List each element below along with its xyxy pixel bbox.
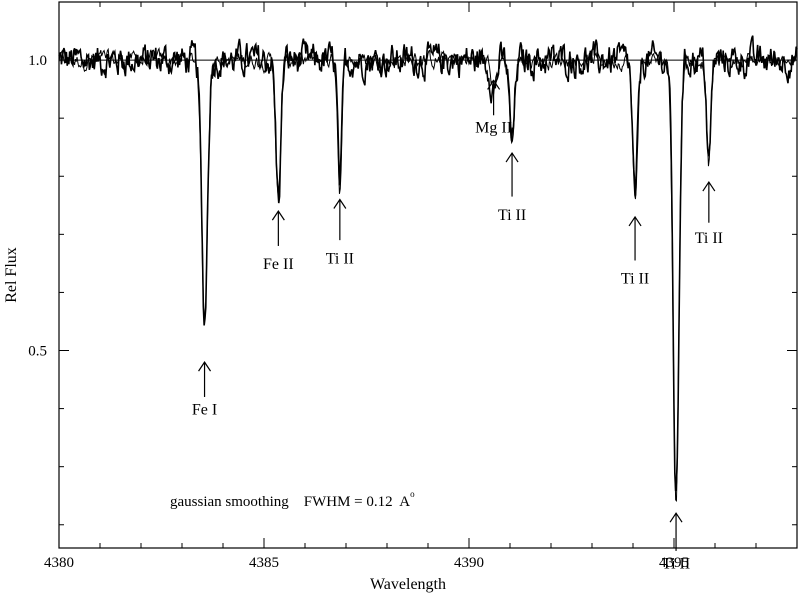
plot-frame [58, 1, 798, 549]
axis-ticks [58, 1, 798, 548]
annotation-arrowhead [702, 180, 716, 192]
x-tick-label: 4390 [454, 555, 484, 571]
line-annotation: Mg II [475, 79, 512, 137]
y-axis-title: Rel Flux [3, 247, 20, 303]
annotation-arrowhead [628, 215, 642, 227]
annotation-label: Ti II [695, 230, 723, 247]
x-tick-label: 4395 [659, 555, 689, 571]
annotation-arrowhead [487, 79, 501, 90]
y-tick-label: 0.5 [28, 344, 47, 360]
line-annotation: Ti II [695, 180, 723, 247]
annotation-arrowhead [669, 512, 683, 523]
y-tick-label: 1.0 [28, 53, 47, 69]
line-annotations: Fe I Fe II Ti II Mg II Ti II Ti II Ti II Ti II [192, 79, 723, 572]
annotation-label: Fe I [192, 401, 217, 418]
annotation-arrowhead [198, 361, 212, 372]
x-tick-label: 4385 [249, 555, 279, 571]
annotation-label: Mg II [475, 120, 512, 137]
annotation-label: Ti II [662, 555, 690, 572]
annotation-arrowhead [271, 210, 285, 221]
line-annotation: Fe I [192, 361, 217, 418]
line-annotation: Ti II [498, 151, 526, 224]
angstrom-ring: o [410, 489, 415, 499]
annotation-label: Fe II [263, 256, 294, 273]
tick-labels: 4380 4385 4390 4395 0.5 1.0 [28, 53, 689, 571]
spectrum-line [58, 35, 798, 492]
line-annotation: Ti II [621, 215, 649, 288]
annotation-label: Ti II [326, 250, 354, 267]
smoothed-spectrum-line [58, 46, 798, 503]
annotation-arrowhead [505, 151, 519, 163]
annotation-label: Ti II [498, 207, 526, 224]
smoothing-note-text: gaussian smoothing FWHM = 0.12 A [170, 494, 410, 510]
annotation-label: Ti II [621, 271, 649, 288]
line-annotation: Ti II [662, 512, 690, 572]
annotation-arrowhead [333, 198, 347, 209]
smoothing-note: gaussian smoothing FWHM = 0.12 Ao [170, 489, 415, 510]
line-annotation: Fe II [263, 210, 294, 273]
line-annotation: Ti II [326, 198, 354, 267]
x-axis-title: Wavelength [370, 576, 446, 593]
x-tick-label: 4380 [44, 555, 74, 571]
